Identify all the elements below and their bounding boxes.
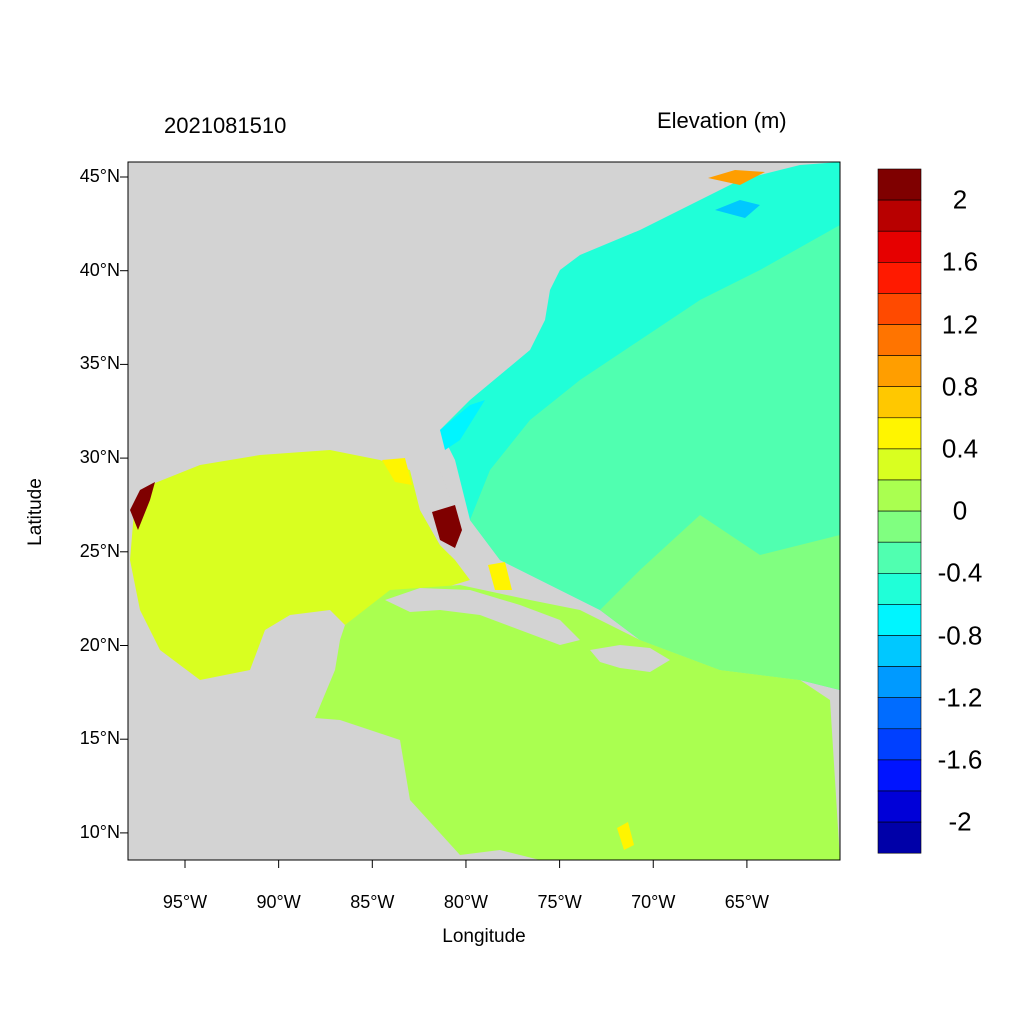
colorbar-label: -0.8	[937, 620, 983, 650]
colorbar-bin	[877, 541, 922, 574]
colorbar-label: 0	[952, 495, 968, 526]
colorbar-bin	[877, 448, 922, 481]
hispaniola	[590, 645, 670, 672]
yellow-big-bend	[382, 458, 412, 485]
colorbar-label: -2	[948, 806, 972, 837]
y-tick-label: 45°N	[79, 166, 120, 186]
colorbar-bin	[877, 324, 922, 356]
variable-title: Elevation (m)	[657, 108, 787, 133]
y-tick-label: 40°N	[79, 259, 120, 280]
colorbar-bin	[877, 168, 922, 201]
colorbar-bin	[877, 790, 922, 823]
colorbar-label: 2	[952, 184, 968, 215]
y-tick-label: 25°N	[79, 540, 120, 561]
map-area	[127, 161, 841, 861]
colorbar-bin	[877, 479, 922, 512]
colorbar	[877, 168, 922, 854]
colorbar-bin	[877, 199, 922, 232]
orange-nova-scotia	[708, 170, 765, 185]
plot-frame	[127, 161, 841, 861]
colorbar-bin	[877, 572, 922, 605]
yellow-venezuela	[617, 822, 634, 850]
colorbar-bin	[877, 728, 922, 761]
colorbar-bin	[877, 759, 922, 792]
colorbar-bin	[877, 666, 922, 698]
x-tick-label: 95°W	[162, 892, 208, 912]
x-tick-label: 65°W	[724, 892, 769, 912]
colorbar-bin	[877, 386, 922, 419]
colorbar-label: 0.8	[941, 371, 979, 402]
caribbean-sea	[315, 585, 840, 860]
surge-west-gulf	[130, 482, 155, 530]
yellow-bahamas	[488, 562, 512, 590]
colorbar-label: 0.4	[941, 433, 979, 464]
surge-south-florida	[432, 505, 462, 548]
colorbar-bin	[877, 417, 922, 450]
x-axis-label: Longitude	[442, 926, 526, 947]
timestamp-title: 2021081510	[164, 113, 287, 138]
colorbar-bin	[877, 261, 922, 294]
colorbar-label: -1.6	[937, 744, 983, 775]
colorbar-label: -0.4	[937, 557, 983, 588]
y-tick-label: 35°N	[79, 353, 120, 374]
colorbar-bin	[877, 510, 922, 543]
gulf-of-mexico	[130, 450, 470, 680]
colorbar-label: -1.2	[937, 682, 983, 713]
x-tick-label: 75°W	[537, 892, 582, 912]
x-tick-label: 70°W	[631, 892, 676, 912]
x-tick-label: 85°W	[350, 892, 395, 912]
x-tick-label: 90°W	[256, 892, 301, 912]
y-tick-label: 15°N	[79, 728, 120, 749]
atlantic-southeast	[600, 515, 840, 690]
colorbar-bin	[877, 293, 922, 325]
y-tick-label: 30°N	[79, 447, 120, 468]
y-axis-label: Latitude	[25, 478, 46, 546]
colorbar-bin	[877, 635, 922, 667]
y-tick-label: 10°N	[79, 821, 120, 842]
blue-carolina	[440, 400, 485, 450]
colorbar-bin	[877, 821, 922, 854]
y-tick-label: 20°N	[79, 634, 120, 655]
colorbar-bin	[877, 697, 922, 730]
blue-gulf-of-maine	[715, 200, 760, 218]
colorbar-bin	[877, 604, 922, 636]
axis-ticks	[120, 176, 748, 868]
colorbar-bin	[877, 230, 922, 263]
colorbar-bin	[877, 355, 922, 388]
colorbar-label: 1.2	[941, 309, 979, 339]
cuba	[385, 588, 580, 645]
colorbar-label: 1.6	[941, 246, 979, 277]
x-tick-label: 80°W	[443, 892, 489, 912]
